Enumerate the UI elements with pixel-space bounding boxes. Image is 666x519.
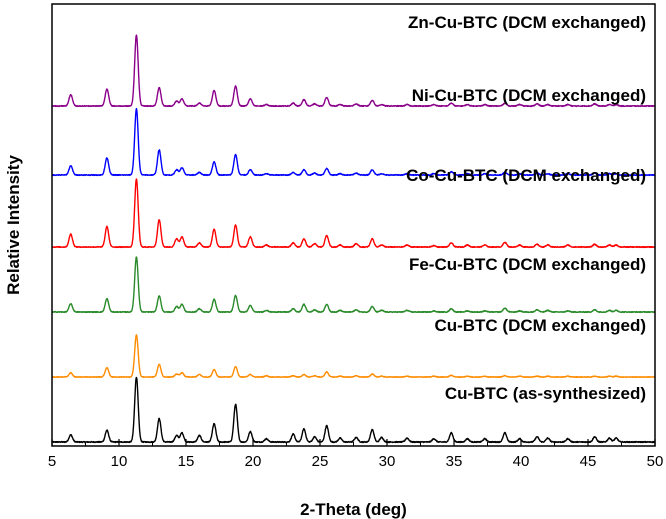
- x-tick-label: 10: [111, 453, 128, 470]
- plot-frame: [51, 3, 656, 447]
- x-tick-label: 5: [48, 453, 56, 470]
- series-line: [51, 256, 656, 314]
- x-tick-label: 20: [245, 453, 262, 470]
- x-tick-label: 25: [312, 453, 329, 470]
- series-line: [51, 376, 656, 444]
- x-tick-label: 15: [178, 453, 195, 470]
- series-label: Zn-Cu-BTC (DCM exchanged): [408, 13, 646, 32]
- series-line: [51, 334, 656, 378]
- series-line: [51, 107, 656, 177]
- x-tick-label: 50: [647, 453, 664, 470]
- x-axis: 5 10 15 20 25 30 35 40 45 50: [48, 439, 664, 470]
- x-tick-label: 45: [580, 453, 597, 470]
- series-label: Co-Cu-BTC (DCM exchanged): [406, 166, 646, 185]
- series-label: Ni-Cu-BTC (DCM exchanged): [412, 86, 646, 105]
- series-line: [51, 34, 656, 108]
- series-label: Fe-Cu-BTC (DCM exchanged): [409, 255, 646, 274]
- series-label: Cu-BTC (as-synthesized): [445, 384, 646, 403]
- series-layer: [51, 34, 656, 444]
- series-label: Cu-BTC (DCM exchanged): [434, 316, 646, 335]
- y-axis-title: Relative Intensity: [4, 155, 23, 295]
- x-tick-label: 30: [379, 453, 396, 470]
- series-line: [51, 178, 656, 249]
- x-axis-title: 2-Theta (deg): [300, 500, 407, 519]
- x-tick-label: 35: [446, 453, 463, 470]
- series-labels: Cu-BTC (as-synthesized) Cu-BTC (DCM excha…: [406, 13, 646, 403]
- x-tick-label: 40: [513, 453, 530, 470]
